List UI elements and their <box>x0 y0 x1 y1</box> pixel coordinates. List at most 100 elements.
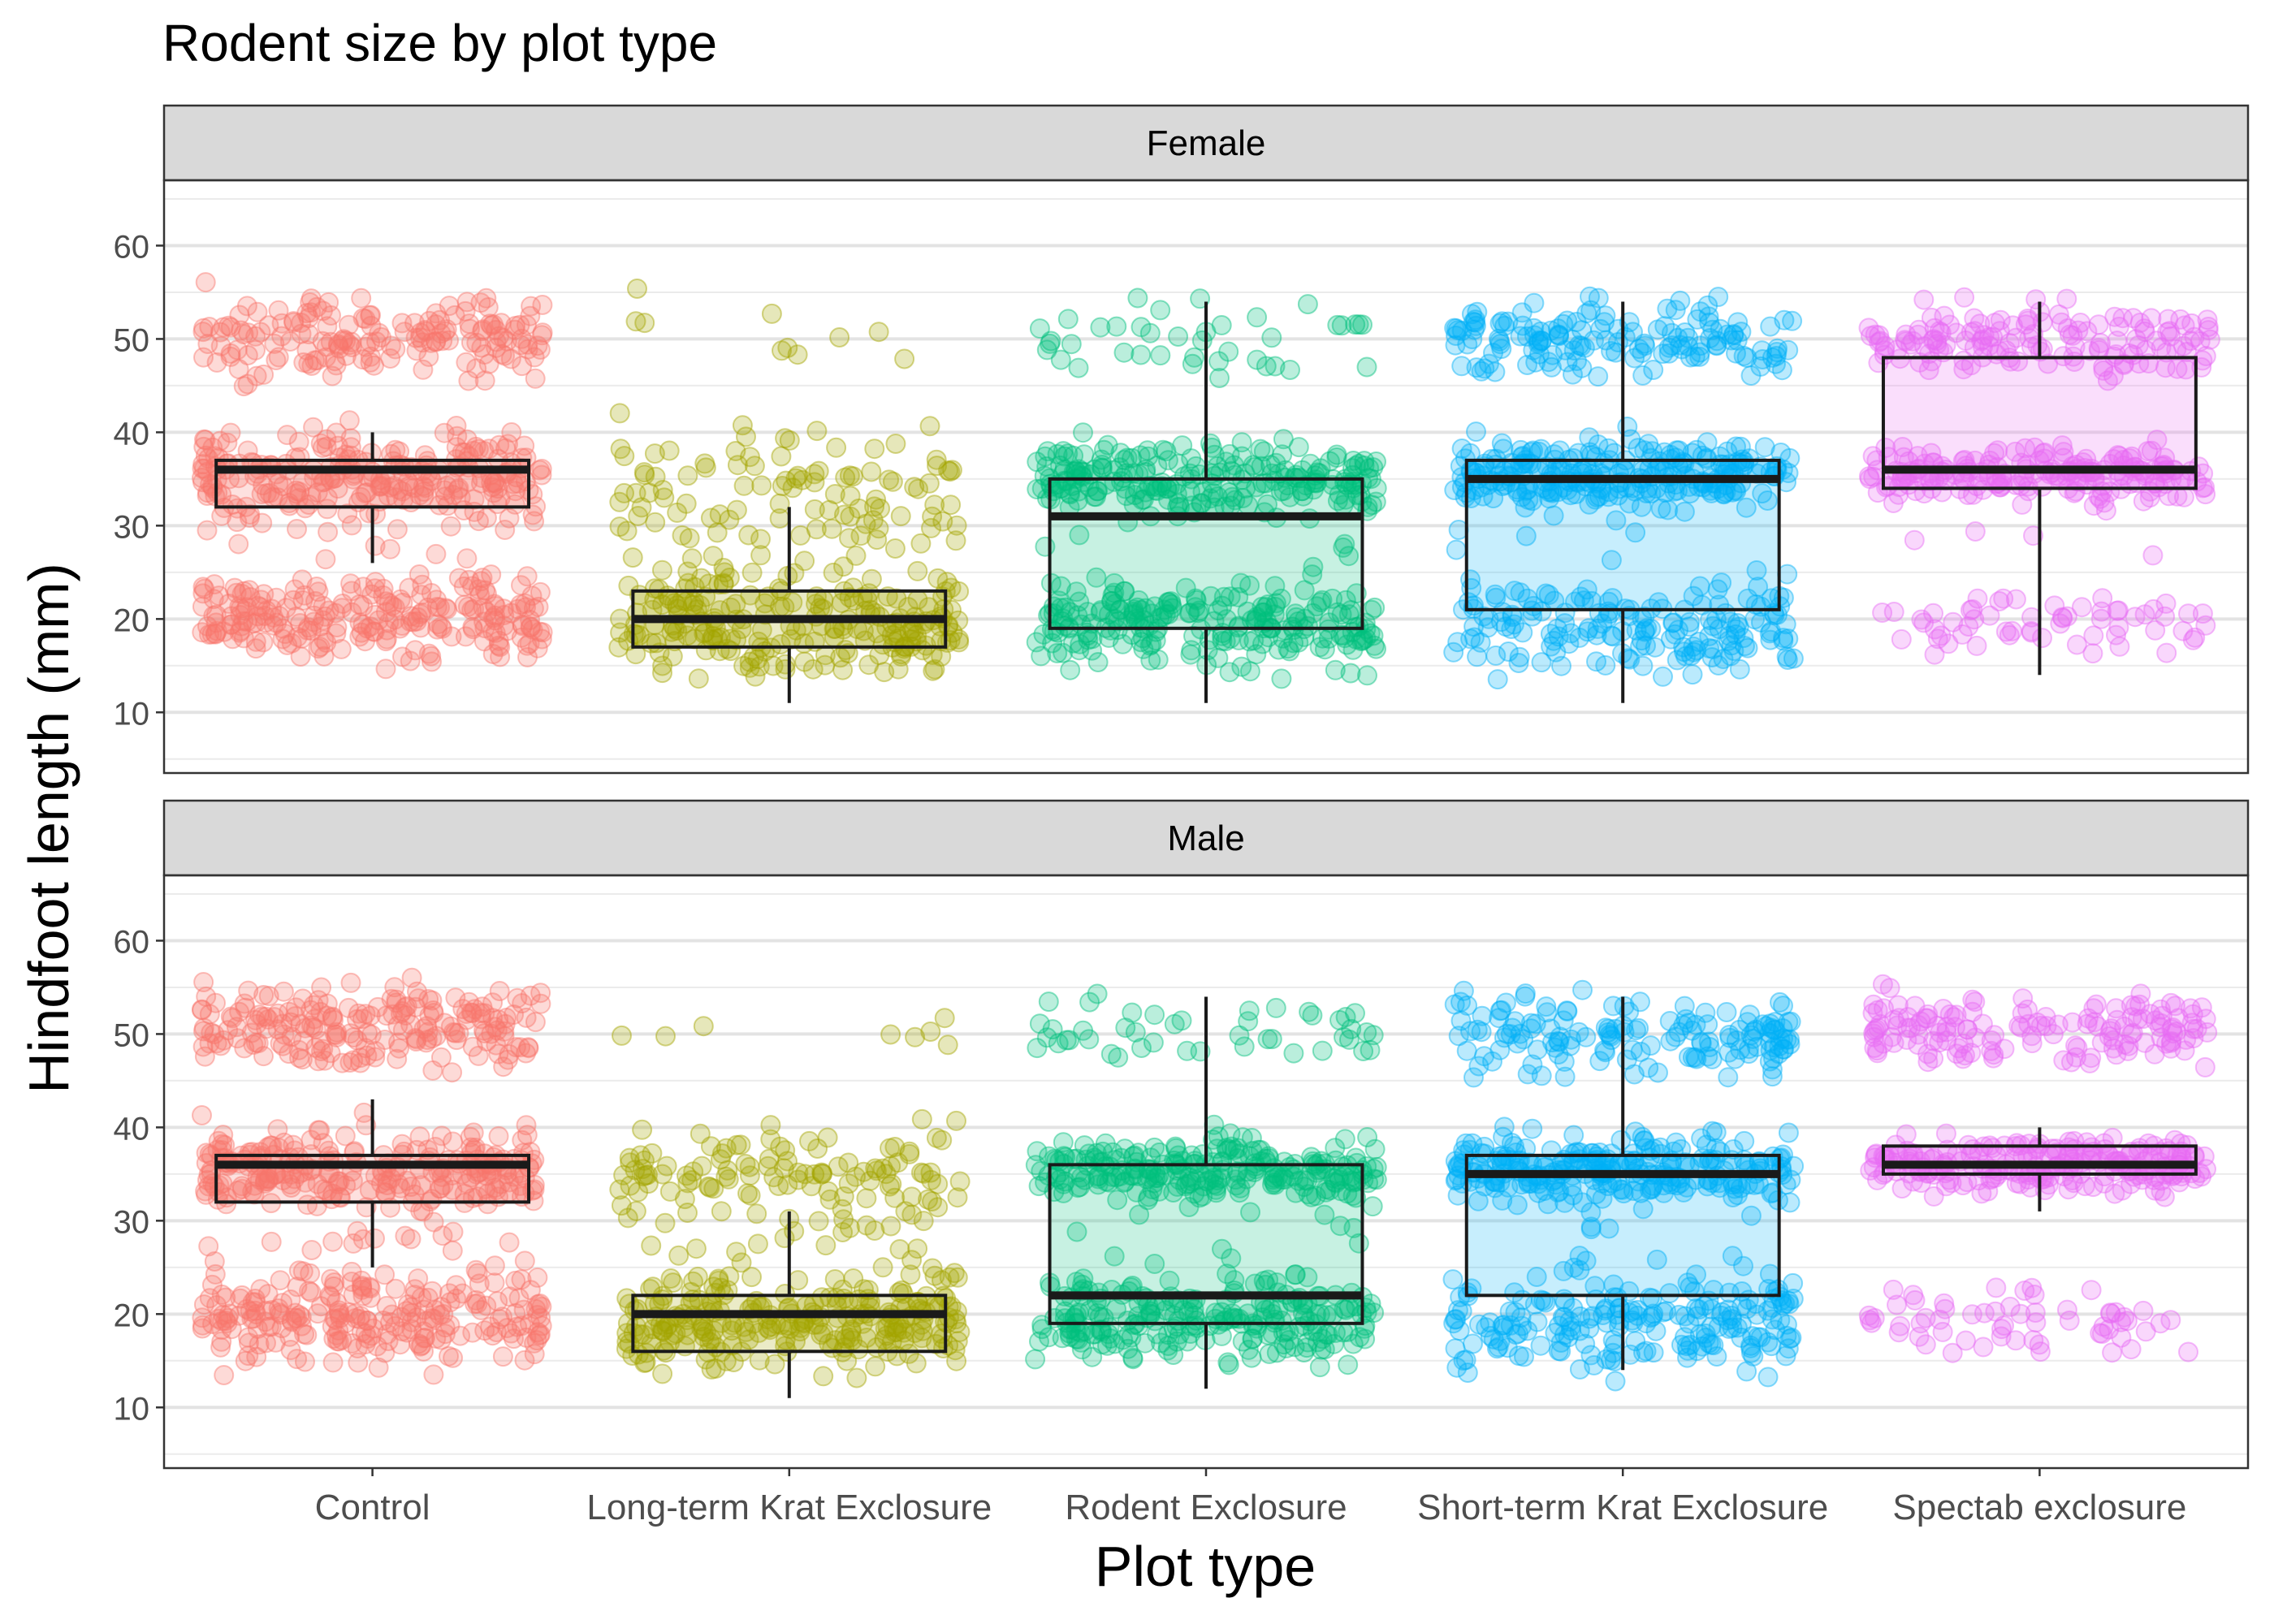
data-point <box>268 473 289 494</box>
data-point <box>2195 346 2216 366</box>
data-point <box>326 623 347 644</box>
data-point <box>253 364 275 385</box>
data-point <box>462 619 483 640</box>
data-point <box>1209 368 1230 388</box>
data-point <box>478 353 499 374</box>
data-point <box>382 595 403 616</box>
data-point <box>1457 995 1478 1016</box>
data-point <box>307 482 328 503</box>
data-point <box>429 495 450 516</box>
data-point <box>422 1060 443 1081</box>
data-point <box>308 581 329 603</box>
data-point <box>1680 1334 1701 1355</box>
data-point <box>262 598 283 620</box>
data-point <box>1029 1331 1049 1352</box>
data-point <box>292 1261 313 1282</box>
data-point <box>194 578 215 599</box>
data-point <box>432 618 453 639</box>
data-point <box>520 305 541 326</box>
data-point <box>2180 998 2201 1019</box>
data-point <box>683 594 703 615</box>
data-point <box>271 326 292 347</box>
data-point <box>488 630 509 651</box>
data-point <box>489 434 510 456</box>
data-point <box>1924 619 1945 640</box>
data-point <box>204 1251 225 1272</box>
data-point <box>410 322 431 343</box>
data-point <box>504 1004 525 1025</box>
data-point <box>340 428 361 449</box>
data-point <box>754 593 776 614</box>
data-point <box>739 651 760 672</box>
data-point <box>427 614 448 635</box>
data-point <box>725 441 746 461</box>
data-point <box>489 326 510 347</box>
data-point <box>1232 1127 1253 1148</box>
data-point <box>719 568 740 588</box>
data-point <box>1982 1047 2004 1069</box>
data-point <box>1887 1015 1908 1036</box>
data-point <box>1622 1039 1643 1060</box>
data-point <box>266 612 287 633</box>
data-point <box>2043 1024 2064 1045</box>
data-point <box>264 333 285 354</box>
data-point <box>277 425 298 446</box>
data-point <box>485 610 506 631</box>
data-point <box>1122 1347 1143 1368</box>
data-point <box>432 330 453 352</box>
data-point <box>391 313 413 334</box>
data-point <box>1515 983 1536 1004</box>
data-point <box>443 1021 464 1043</box>
data-point <box>1674 996 1695 1017</box>
data-point <box>375 659 396 680</box>
data-point <box>197 615 218 637</box>
data-point <box>2056 288 2077 309</box>
data-point <box>833 556 854 577</box>
data-point <box>238 1327 259 1348</box>
data-point <box>738 525 759 546</box>
data-point <box>694 453 715 474</box>
y-tick-label: 20 <box>114 603 150 638</box>
data-point <box>415 321 436 342</box>
data-point <box>508 598 529 620</box>
data-point <box>1356 1022 1377 1043</box>
data-point <box>1913 289 1935 310</box>
data-point <box>733 475 754 496</box>
data-point <box>739 1156 760 1177</box>
data-point <box>476 583 497 604</box>
data-point <box>625 644 646 665</box>
data-point <box>1265 997 1286 1018</box>
data-point <box>426 331 447 352</box>
data-point <box>473 631 495 652</box>
data-point <box>858 654 880 676</box>
data-point <box>391 615 413 636</box>
data-point <box>465 436 486 457</box>
data-point <box>1595 1042 1616 1063</box>
data-point <box>1455 1133 1476 1154</box>
data-point <box>308 1051 329 1072</box>
data-point <box>849 498 870 519</box>
data-point <box>1563 1125 1584 1146</box>
data-point <box>253 584 275 605</box>
data-point <box>690 594 711 615</box>
data-point <box>610 622 631 643</box>
data-point <box>1934 305 1955 326</box>
data-point <box>1268 639 1289 660</box>
data-point <box>1273 429 1294 450</box>
data-point <box>530 621 551 642</box>
data-point <box>1239 1000 1260 1021</box>
data-point <box>374 1342 396 1363</box>
data-point <box>1778 628 1799 650</box>
data-point <box>835 640 856 660</box>
data-point <box>347 1009 368 1030</box>
data-point <box>1442 1269 1463 1290</box>
data-point <box>1218 341 1239 362</box>
data-point <box>470 292 491 313</box>
data-point <box>1632 343 1653 363</box>
data-point <box>479 313 500 335</box>
data-point <box>481 315 502 336</box>
data-point <box>474 344 495 365</box>
data-point <box>1200 433 1221 454</box>
data-point <box>617 1207 638 1229</box>
y-tick-label: 10 <box>114 696 150 732</box>
